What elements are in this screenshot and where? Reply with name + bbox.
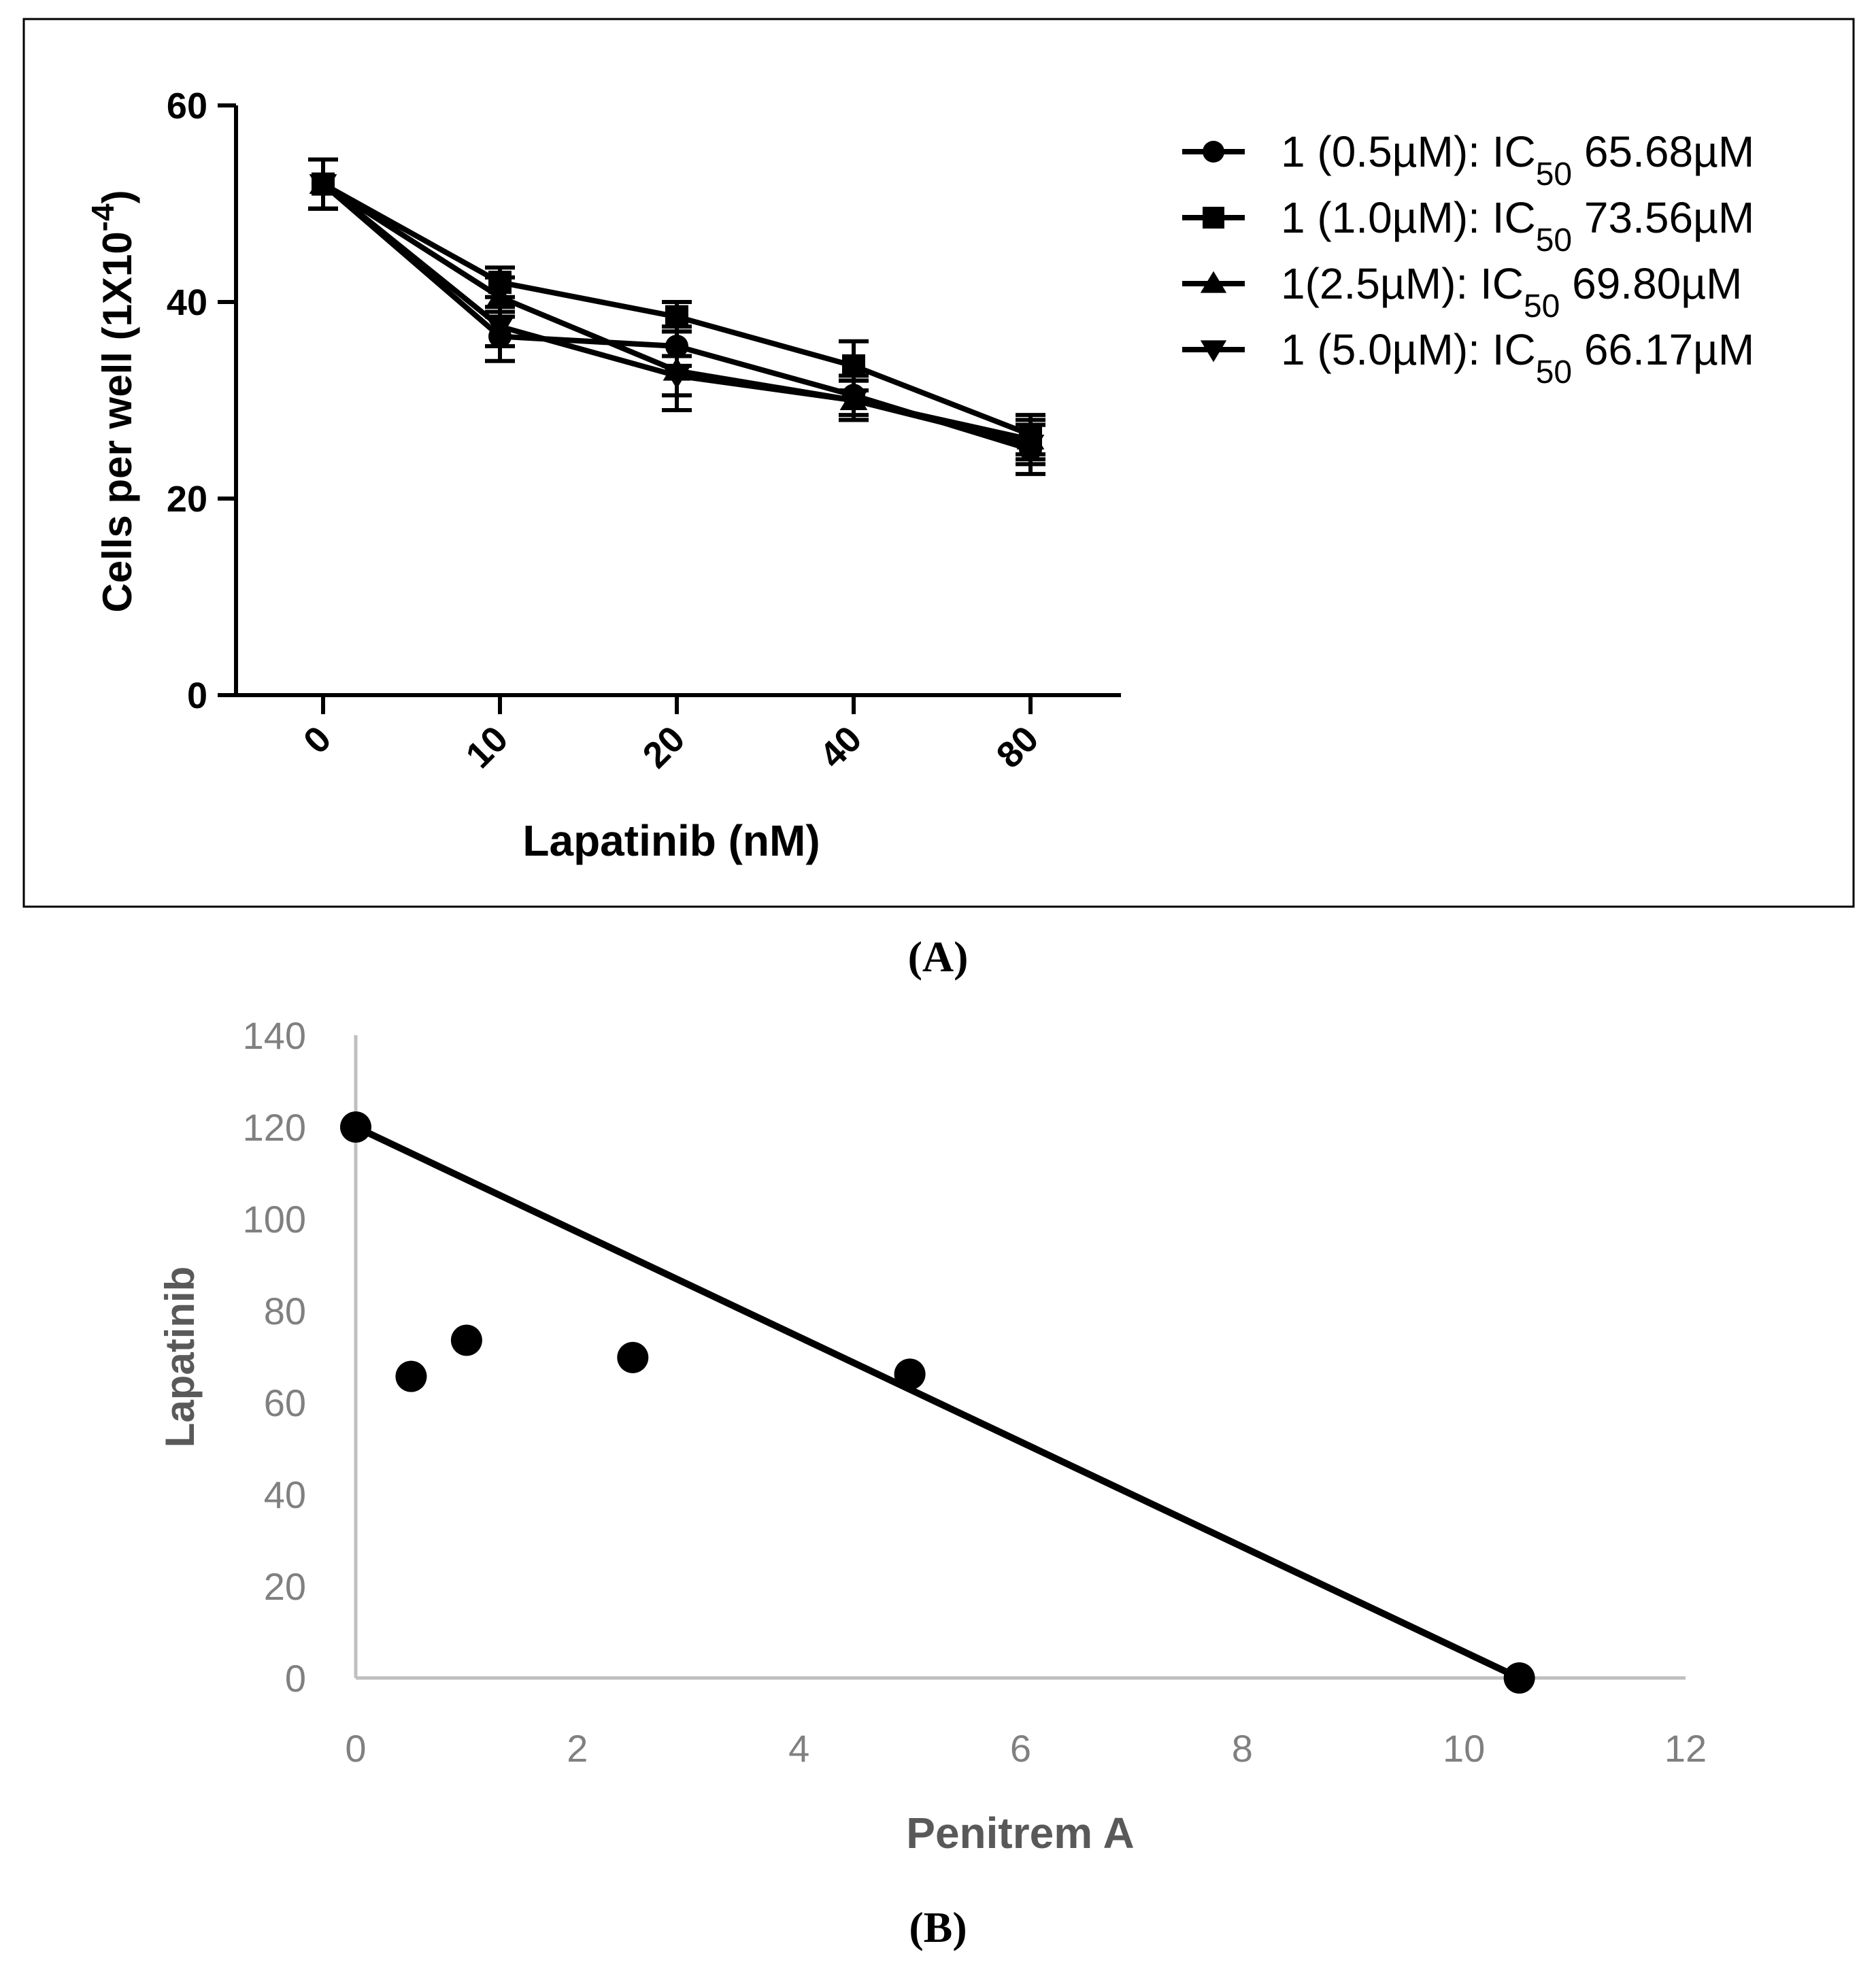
panel-b-x-tick-label: 8 [1232,1727,1253,1770]
panel-b-ylabel: Lapatinib [157,1266,203,1448]
panel-a-x-tick-label: 80 [989,718,1047,776]
panel-a-legend-label: 1 (5.0µM): IC50 66.17µM [1281,325,1754,390]
panel-a-x-ticks: 0 10 20 40 80 [296,695,1047,776]
panel-b-y-tick-label: 60 [264,1381,306,1424]
panel-a-legend-label: 1(2.5µM): IC50 69.80µM [1281,259,1742,324]
panel-a-legend-item-4: 1 (5.0µM): IC50 66.17µM [1182,325,1754,390]
panel-b-data-point [1503,1662,1535,1694]
panel-b-data-point [617,1341,649,1373]
panel-a-x-tick-label: 40 [812,718,870,776]
panel-b-data-point [894,1358,926,1390]
panel-a-series-4 [308,157,1045,467]
panel-a-legend-label-post: 66.17µM [1572,325,1754,374]
panel-a-x-tick-label: 20 [635,718,693,776]
panel-b-y-tick-label: 20 [264,1565,306,1608]
panel-a-data-point [486,284,514,307]
panel-b-x-ticks: 0 2 4 6 8 10 12 [345,1727,1707,1770]
panel-a-caption: (A) [908,933,969,981]
panel-b-x-tick-label: 6 [1010,1727,1031,1770]
panel-a-legend-label-sub: 50 [1524,288,1560,324]
panel-a-y-ticks: 0 20 40 60 [167,86,236,716]
panel-a-y-tick-label: 20 [167,479,207,520]
panel-b-y-tick-label: 40 [264,1473,306,1516]
panel-a-legend-label-sub: 50 [1536,156,1572,192]
panel-a-legend-label-pre: 1 (0.5µM): IC [1281,127,1536,176]
panel-b-y-tick-label: 0 [285,1657,306,1700]
panel-a-xlabel: Lapatinib (nM) [522,816,820,865]
panel-a-legend-label-sub: 50 [1536,222,1572,258]
panel-a-y-tick-label: 40 [167,282,207,323]
panel-a-legend-label-post: 65.68µM [1572,127,1754,176]
panel-b-y-tick-label: 100 [243,1198,306,1241]
panel-a-legend-label-pre: 1 (1.0µM): IC [1281,193,1536,242]
panel-a-data-point [1016,435,1045,458]
panel-a-data-point [839,390,868,414]
panel-b-x-tick-label: 2 [567,1727,588,1770]
panel-b-data-point [395,1360,427,1392]
panel-b-y-tick-label: 140 [243,1014,306,1057]
panel-a-series [308,157,1045,476]
panel-b-y-tick-label: 120 [243,1106,306,1149]
panel-a-legend-label-pre: 1(2.5µM): IC [1281,259,1524,308]
panel-b-data-point [450,1324,482,1356]
panel-a-x-tick-label: 10 [458,718,516,776]
panel-a-legend-label-pre: 1 (5.0µM): IC [1281,325,1536,374]
panel-a-legend-item-3: 1(2.5µM): IC50 69.80µM [1182,259,1742,324]
panel-a-data-point [663,365,691,389]
panel-a-legend-marker [1203,141,1224,163]
panel-a-legend-label-post: 69.80µM [1560,259,1742,308]
panel-a-data-point [486,316,514,340]
panel-a-ylabel-main: Cells per well (1X10 [95,231,140,612]
panel-b-points [340,1111,1535,1694]
panel-b-x-tick-label: 0 [345,1727,366,1770]
panel-a-legend-marker [1203,207,1224,229]
panel-a-x-tick-label: 0 [296,718,339,762]
panel-a-data-point [842,354,865,377]
panel-a-ylabel-exp: -4 [85,203,120,231]
panel-a-legend-label: 1 (0.5µM): IC50 65.68µM [1281,127,1754,192]
panel-b-trend-line [352,1124,1523,1681]
panel-a-legend-label-post: 73.56µM [1572,193,1754,242]
panel-a-data-point [309,174,337,198]
panel-a-legend-marker [1200,340,1227,363]
panel-b-y-ticks: 0 20 40 60 80 100 120 140 [243,1014,306,1700]
panel-a-legend-label-sub: 50 [1536,354,1572,390]
panel-b: 0 20 40 60 80 100 120 140 0 2 4 6 8 10 12 Lapatinib P… [157,1014,1707,1858]
panel-a: 0 20 40 60 0 10 20 40 80 Cells per well (1X10-4… [22,18,1855,908]
panel-b-caption: (B) [909,1903,967,1951]
panel-b-y-tick-label: 80 [264,1290,306,1332]
panel-a-legend-item-2: 1 (1.0µM): IC50 73.56µM [1182,193,1754,258]
panel-a-y-tick-label: 0 [187,675,207,716]
panel-b-xlabel: Penitrem A [906,1809,1135,1858]
panel-a-legend-item-1: 1 (0.5µM): IC50 65.68µM [1182,127,1754,192]
panel-b-x-tick-label: 10 [1443,1727,1485,1770]
panel-b-x-tick-label: 12 [1664,1727,1707,1770]
panel-a-legend-marker [1200,271,1227,293]
panel-b-x-tick-label: 4 [788,1727,809,1770]
panel-a-y-tick-label: 60 [167,86,207,127]
panel-b-data-point [340,1111,371,1143]
panel-a-legend-label: 1 (1.0µM): IC50 73.56µM [1281,193,1754,258]
panel-a-ylabel-close: ) [95,190,140,203]
panel-a-data-point [665,305,688,329]
panel-a-frame [22,18,1855,908]
panel-a-ylabel: Cells per well (1X10-4) [85,190,140,612]
